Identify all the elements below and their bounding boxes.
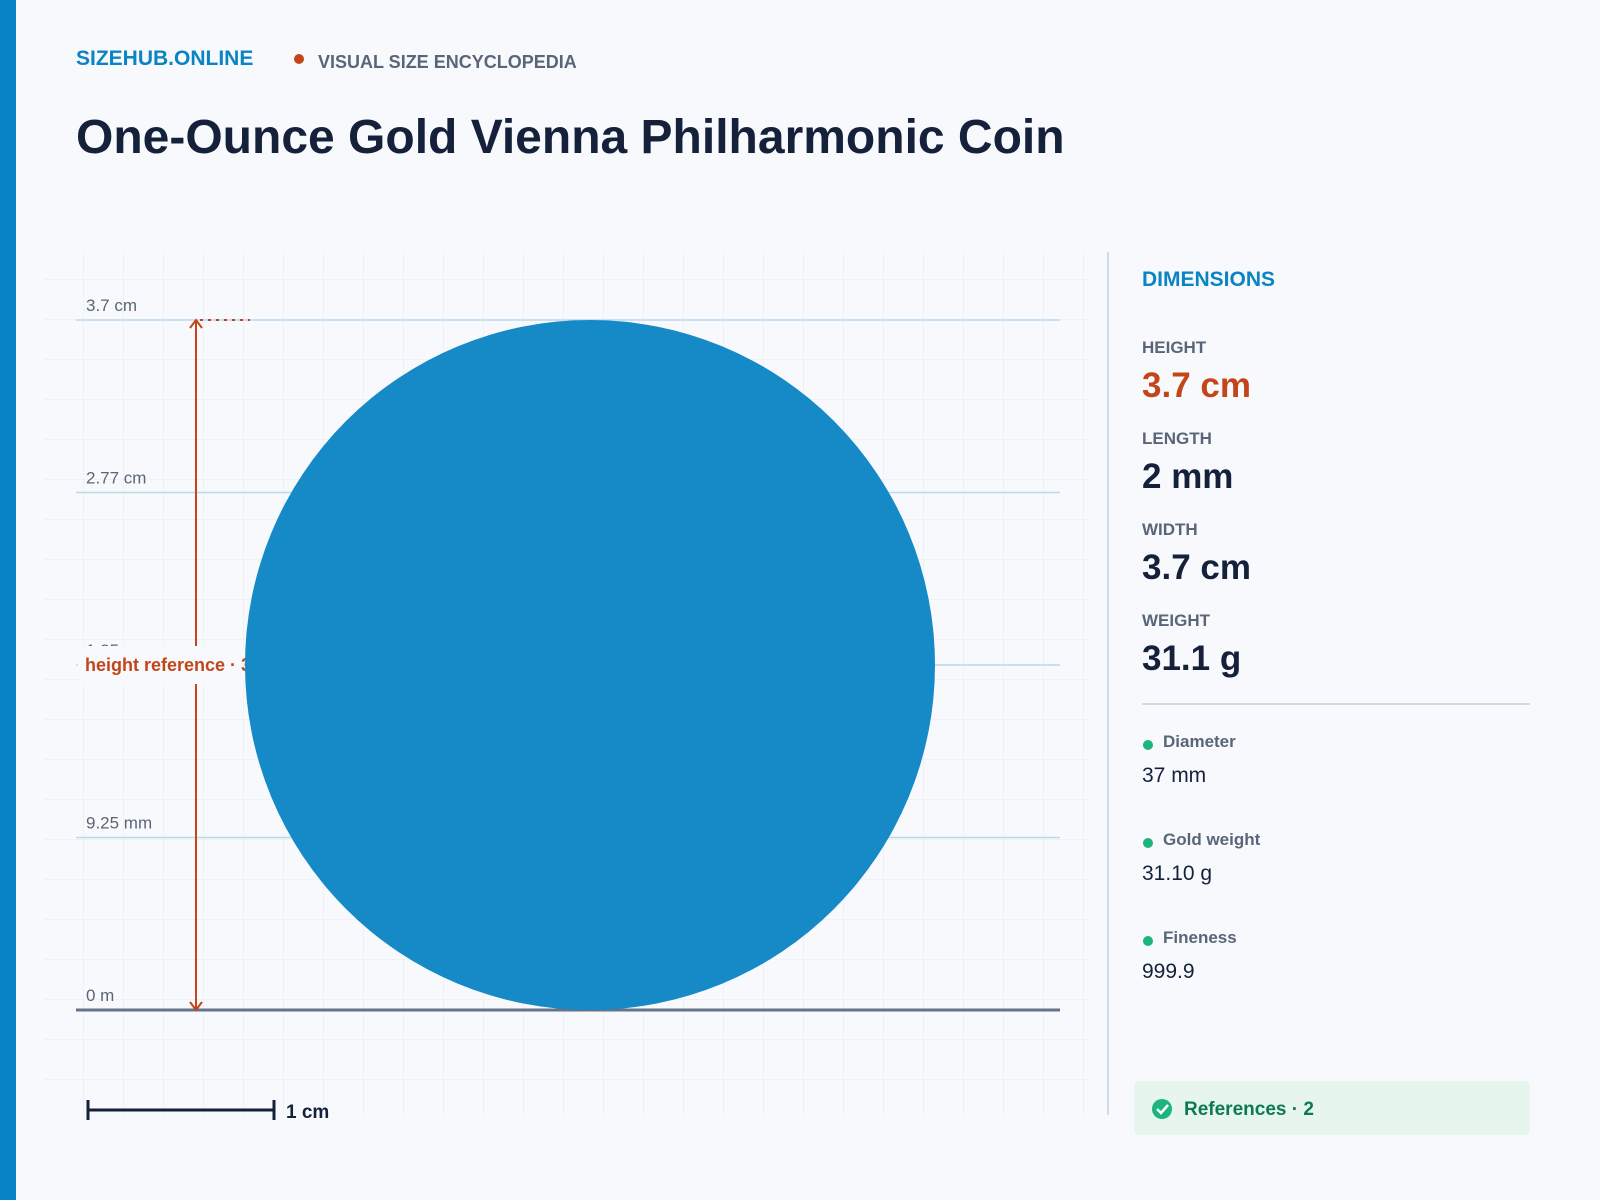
stat-value: 3.7 cm: [1142, 366, 1251, 405]
stat-label: LENGTH: [1142, 429, 1212, 448]
stat-label: WEIGHT: [1142, 611, 1210, 630]
fact-value: 999.9: [1142, 960, 1195, 983]
scale-label: 0 m: [86, 986, 114, 1005]
coin-silhouette: [245, 320, 935, 1010]
fact-label: Gold weight: [1163, 830, 1261, 849]
fact-bullet: [1143, 740, 1153, 750]
fact-value: 31.10 g: [1142, 862, 1213, 885]
page-title: One-Ounce Gold Vienna Philharmonic Coin: [76, 111, 1065, 164]
stat-value: 3.7 cm: [1142, 548, 1251, 587]
separator-dot: [294, 54, 304, 64]
sidebar-rule: [1142, 703, 1530, 705]
height-reference: height reference · 3.7 cm: [85, 655, 297, 675]
fact-label: Diameter: [1163, 732, 1236, 751]
stat-label: HEIGHT: [1142, 338, 1207, 357]
scale-label: 9.25 mm: [86, 814, 152, 833]
sidebar-heading: DIMENSIONS: [1142, 268, 1276, 291]
references-link[interactable]: References · 2: [1184, 1099, 1314, 1120]
fact-bullet: [1143, 936, 1153, 946]
scale-label: 3.7 cm: [86, 296, 137, 315]
arrow-head: [189, 318, 203, 1012]
brand[interactable]: SIZEHUB.ONLINE: [76, 47, 254, 70]
label-bg: [78, 646, 278, 684]
references-box[interactable]: [1134, 1081, 1530, 1135]
fact-bullet: [1143, 838, 1153, 848]
stat-value: 2 mm: [1142, 457, 1234, 496]
fact-label: Fineness: [1163, 928, 1237, 947]
scale-label: 2.77 cm: [86, 469, 146, 488]
accent-bar: [0, 0, 16, 1200]
scale-bar-label: 1 cm: [286, 1102, 329, 1123]
scale-bar: [86, 1100, 276, 1120]
stat-label: WIDTH: [1142, 520, 1198, 539]
divider: [1107, 252, 1109, 1115]
tagline: VISUAL SIZE ENCYCLOPEDIA: [318, 52, 577, 72]
fact-value: 37 mm: [1142, 764, 1207, 787]
stat-value: 31.1 g: [1142, 639, 1242, 678]
check-icon: [1152, 1099, 1172, 1119]
